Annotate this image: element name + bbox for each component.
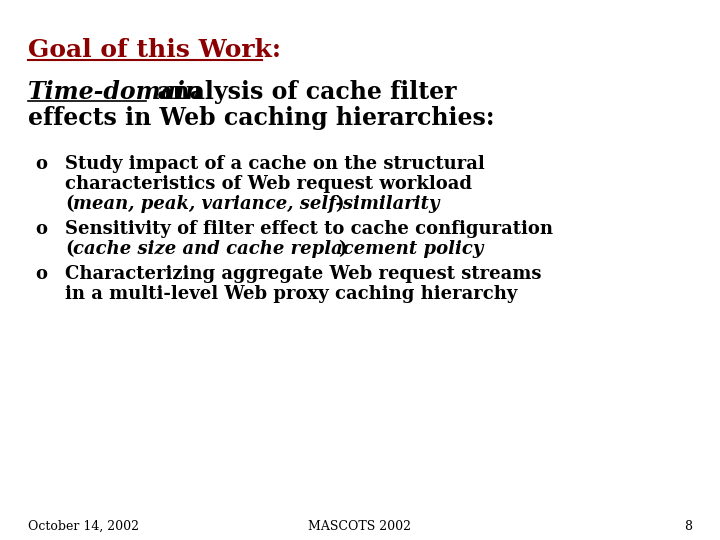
Text: Sensitivity of filter effect to cache configuration: Sensitivity of filter effect to cache co… <box>65 220 553 238</box>
Text: October 14, 2002: October 14, 2002 <box>28 520 139 533</box>
Text: Goal of this Work:: Goal of this Work: <box>28 38 281 62</box>
Text: Time-domain: Time-domain <box>28 80 203 104</box>
Text: (: ( <box>65 195 73 213</box>
Text: Characterizing aggregate Web request streams: Characterizing aggregate Web request str… <box>65 265 541 283</box>
Text: effects in Web caching hierarchies:: effects in Web caching hierarchies: <box>28 106 495 130</box>
Text: cache size and cache replacement policy: cache size and cache replacement policy <box>73 240 483 258</box>
Text: in a multi-level Web proxy caching hierarchy: in a multi-level Web proxy caching hiera… <box>65 285 518 303</box>
Text: ): ) <box>335 195 343 213</box>
Text: ): ) <box>338 240 346 258</box>
Text: o: o <box>35 220 47 238</box>
Text: 8: 8 <box>684 520 692 533</box>
Text: Study impact of a cache on the structural: Study impact of a cache on the structura… <box>65 155 485 173</box>
Text: (: ( <box>65 240 73 258</box>
Text: o: o <box>35 155 47 173</box>
Text: characteristics of Web request workload: characteristics of Web request workload <box>65 175 472 193</box>
Text: analysis of cache filter: analysis of cache filter <box>149 80 456 104</box>
Text: mean, peak, variance, self-similarity: mean, peak, variance, self-similarity <box>73 195 439 213</box>
Text: MASCOTS 2002: MASCOTS 2002 <box>308 520 412 533</box>
Text: o: o <box>35 265 47 283</box>
